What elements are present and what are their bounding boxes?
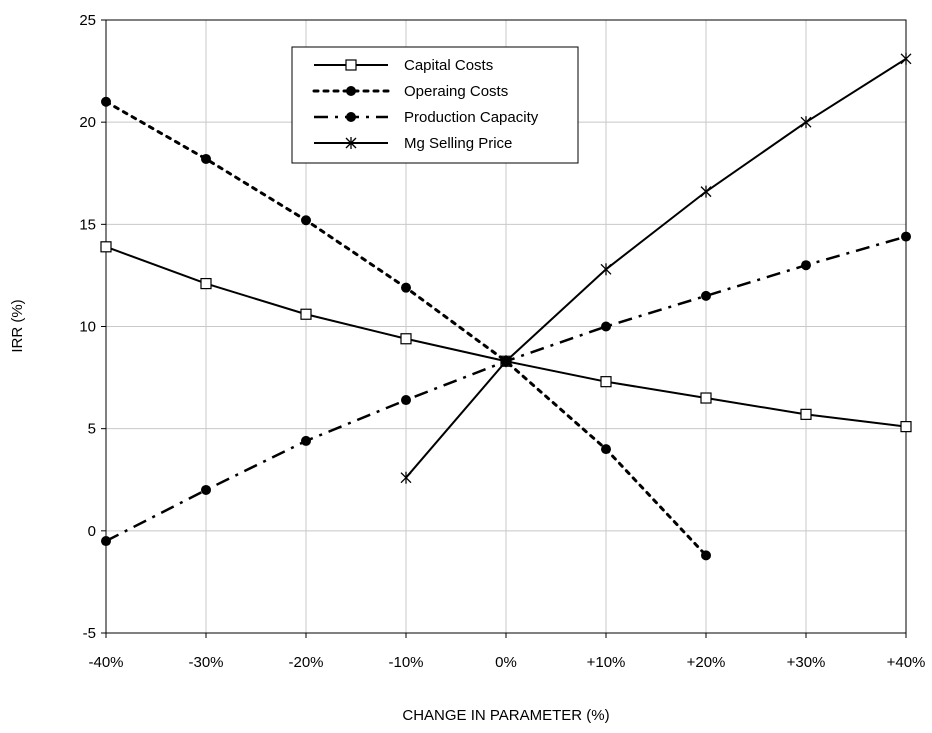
data-point (700, 185, 712, 198)
series-mg-selling-price (400, 52, 912, 484)
data-point (801, 260, 811, 271)
data-point (900, 421, 912, 433)
data-point (900, 52, 912, 65)
legend: Capital Costs Operaing Costs Production Ca… (291, 46, 579, 164)
legend-marker (346, 86, 356, 96)
legend-label: Mg Selling Price (404, 135, 512, 152)
data-point (101, 96, 111, 107)
x-tick-label: -30% (188, 654, 223, 671)
data-point (701, 290, 711, 301)
y-axis-ticks: -5 0 5 10 15 20 25 (79, 12, 106, 642)
series-layer (100, 52, 912, 561)
data-point (601, 444, 611, 455)
y-axis-title: IRR (%) (9, 299, 26, 352)
data-point (200, 277, 212, 290)
y-tick-label: -5 (83, 625, 96, 642)
y-tick-label: 5 (88, 421, 96, 438)
data-point (300, 308, 312, 320)
legend-marker (345, 59, 357, 71)
data-point (401, 395, 411, 406)
data-point (701, 550, 711, 561)
legend-item: Mg Selling Price (314, 135, 512, 152)
x-tick-label: -10% (388, 654, 423, 671)
data-point (401, 282, 411, 293)
data-point (400, 333, 412, 345)
x-tick-label: +40% (887, 654, 926, 671)
y-tick-label: 10 (79, 319, 96, 336)
data-point (600, 376, 612, 388)
data-point (600, 263, 612, 276)
data-point (700, 392, 712, 404)
data-point (201, 484, 211, 495)
data-point (400, 471, 412, 484)
x-tick-label: +10% (587, 654, 626, 671)
legend-label: Production Capacity (404, 109, 539, 126)
x-tick-label: +30% (787, 654, 826, 671)
data-point (800, 408, 812, 420)
y-tick-label: 20 (79, 114, 96, 131)
x-tick-label: -40% (88, 654, 123, 671)
x-axis-ticks: -40% -30% -20% -10% 0% +10% +20% +30% +40% (88, 633, 925, 671)
data-point (100, 241, 112, 253)
data-point (301, 435, 311, 446)
data-point (301, 215, 311, 226)
series-line (405, 57, 907, 479)
x-axis-title: CHANGE IN PARAMETER (%) (402, 707, 609, 724)
legend-label: Capital Costs (404, 57, 493, 74)
legend-item: Capital Costs (314, 57, 493, 74)
legend-item: Operaing Costs (312, 83, 508, 100)
x-tick-label: -20% (288, 654, 323, 671)
x-tick-label: 0% (495, 654, 517, 671)
legend-marker (345, 137, 357, 149)
y-tick-label: 15 (79, 216, 96, 233)
data-point (601, 321, 611, 332)
data-point (101, 536, 111, 547)
y-tick-label: 25 (79, 12, 96, 29)
data-point (500, 355, 512, 368)
y-tick-label: 0 (88, 523, 96, 540)
x-tick-label: +20% (687, 654, 726, 671)
legend-label: Operaing Costs (404, 83, 508, 100)
data-point (800, 116, 812, 129)
legend-marker (346, 112, 356, 122)
legend-item: Production Capacity (314, 109, 539, 126)
series-operaing-costs (101, 96, 711, 561)
data-point (201, 153, 211, 164)
data-point (901, 231, 911, 242)
